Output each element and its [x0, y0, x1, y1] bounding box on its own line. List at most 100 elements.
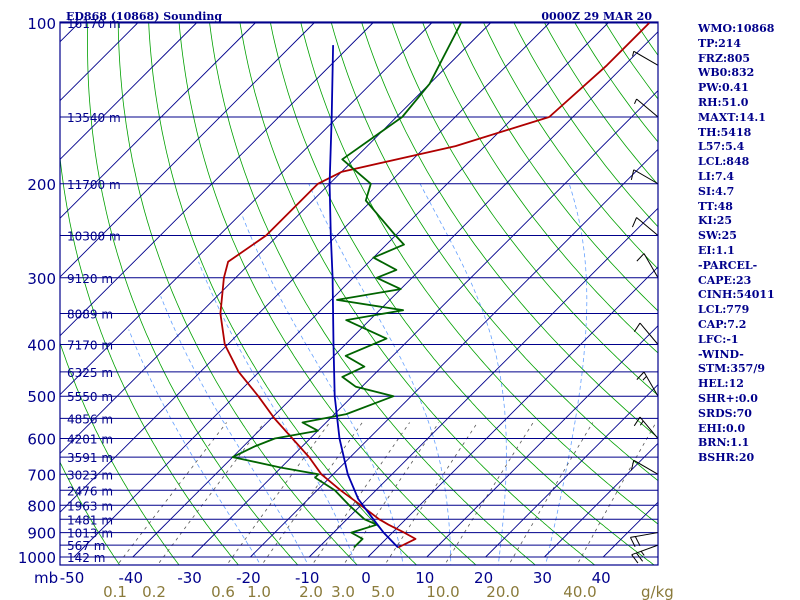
dry-adiabat [60, 341, 180, 565]
station-title: ED868 (10868) Sounding [66, 10, 222, 23]
temperature-tick-label: -20 [236, 569, 261, 587]
isotherm [73, 22, 609, 558]
temperature-profile [219, 22, 650, 549]
isotherm [0, 23, 20, 557]
mixing-ratio-label: 0.1 [103, 583, 127, 600]
param-item: LFC:-1 [698, 332, 739, 346]
moist-adiabat [198, 261, 357, 565]
mixing-ratio-line [311, 422, 410, 565]
mixing-ratio-label: 40.0 [563, 583, 596, 600]
pressure-tick-label: 1000 [18, 549, 56, 567]
param-item: SHR+:0.0 [698, 391, 758, 405]
wind-barb-flag [635, 552, 644, 562]
height-label: 2476 m [67, 484, 113, 498]
param-item: FRZ:805 [698, 51, 751, 65]
height-label: 3023 m [67, 468, 113, 482]
dry-adiabat [239, 22, 596, 565]
wind-barb-half-flag [640, 550, 645, 556]
dry-adiabat [331, 22, 658, 482]
param-item: WB0:832 [698, 66, 755, 80]
height-label: 1013 m [67, 527, 113, 541]
param-item: SW:25 [698, 229, 737, 243]
wind-barb [631, 217, 659, 236]
temperature-tick-label: 40 [592, 569, 611, 587]
height-label: 7170 m [67, 339, 113, 353]
wind-barb-staff [643, 371, 659, 397]
axis-labels: 16170 m 13540 m 11700 m 10300 m 9120 m 8089 m… [18, 15, 611, 600]
pressure-tick-label: 500 [27, 388, 56, 406]
temperature-tick-label: 10 [415, 569, 434, 587]
pressure-tick-label: 800 [27, 497, 56, 515]
isotherm [485, 383, 658, 558]
pressure-tick-label: 400 [27, 337, 56, 355]
wind-barb-half-flag [632, 51, 635, 57]
wind-barb-flag [636, 371, 645, 380]
param-item: MAXT:14.1 [698, 110, 766, 124]
pressure-tick-label: 900 [27, 525, 56, 543]
wind-barb-flag [631, 554, 639, 564]
dry-adiabat [117, 22, 358, 565]
sounding-profiles [219, 22, 650, 549]
temperature-tick-label: 20 [474, 569, 493, 587]
param-item: STM:357/9 [698, 362, 765, 376]
temperature-tick-label: 30 [533, 569, 552, 587]
isotherm [60, 22, 550, 513]
dry-adiabat [60, 461, 121, 565]
wind-barb-half-flag [642, 375, 647, 381]
dry-adiabat [60, 563, 61, 565]
mixing-ratio-line [508, 422, 594, 565]
moist-adiabat [308, 183, 452, 565]
temperature-tick-label: -30 [177, 569, 202, 587]
mixing-ratio-line [384, 422, 478, 565]
wind-barb-staff [643, 253, 659, 279]
moist-adiabat [242, 216, 404, 565]
wind-barb-flag [633, 322, 641, 333]
temperature-tick-label: -50 [60, 569, 85, 587]
isotherm [250, 148, 658, 558]
param-item: WMO:10868 [698, 22, 775, 35]
isotherm [60, 22, 315, 278]
isotherm [426, 325, 658, 558]
mixing-ratio-line [444, 422, 534, 565]
wind-barb [636, 371, 659, 397]
dry-adiabat [209, 22, 536, 565]
wind-barb-flag [633, 416, 641, 427]
height-label: 8089 m [67, 308, 113, 322]
param-item: TT:48 [698, 199, 733, 213]
dry-adiabat [422, 22, 658, 354]
wind-barb-flag [636, 253, 645, 262]
mixing-ratio-unit: g/kg [641, 583, 674, 600]
wind-barb-staff [631, 544, 659, 556]
mixing-ratio-line [116, 422, 227, 565]
pressure-unit-label: mb [34, 569, 58, 587]
dewpoint-profile [231, 22, 462, 549]
pressure-tick-label: 700 [27, 466, 56, 484]
wind-barb [633, 322, 659, 345]
wind-barb-staff [633, 50, 659, 66]
mixing-ratio-label: 1.0 [247, 583, 271, 600]
mixing-ratio-line [576, 422, 657, 565]
mixing-ratio-label: 0.2 [142, 583, 166, 600]
param-item: BRN:1.1 [698, 436, 750, 450]
moist-adiabat [419, 183, 507, 565]
wind-barb-flag [630, 169, 635, 181]
mixing-ratio-line [261, 422, 363, 565]
wind-barb [631, 544, 659, 564]
param-item: RH:51.0 [698, 95, 749, 109]
moist-adiabat [128, 329, 262, 565]
height-label: 13540 m [67, 111, 121, 125]
param-item: -PARCEL- [698, 258, 758, 272]
temperature-tick-label: 0 [361, 569, 371, 587]
sounding-time: 0000Z 29 MAR 20 [541, 10, 652, 23]
dry-adiabat [178, 22, 477, 565]
wind-barb-staff [639, 416, 659, 439]
height-label: 1963 m [67, 499, 113, 513]
wind-barb [632, 50, 659, 66]
param-item: TP:214 [698, 36, 742, 50]
isotherm [308, 207, 658, 558]
param-item: SI:4.7 [698, 184, 735, 198]
isotherm [191, 89, 658, 558]
param-item: CAPE:23 [698, 273, 752, 287]
param-item: KI:25 [698, 214, 733, 228]
mixing-ratio-label: 20.0 [486, 583, 519, 600]
